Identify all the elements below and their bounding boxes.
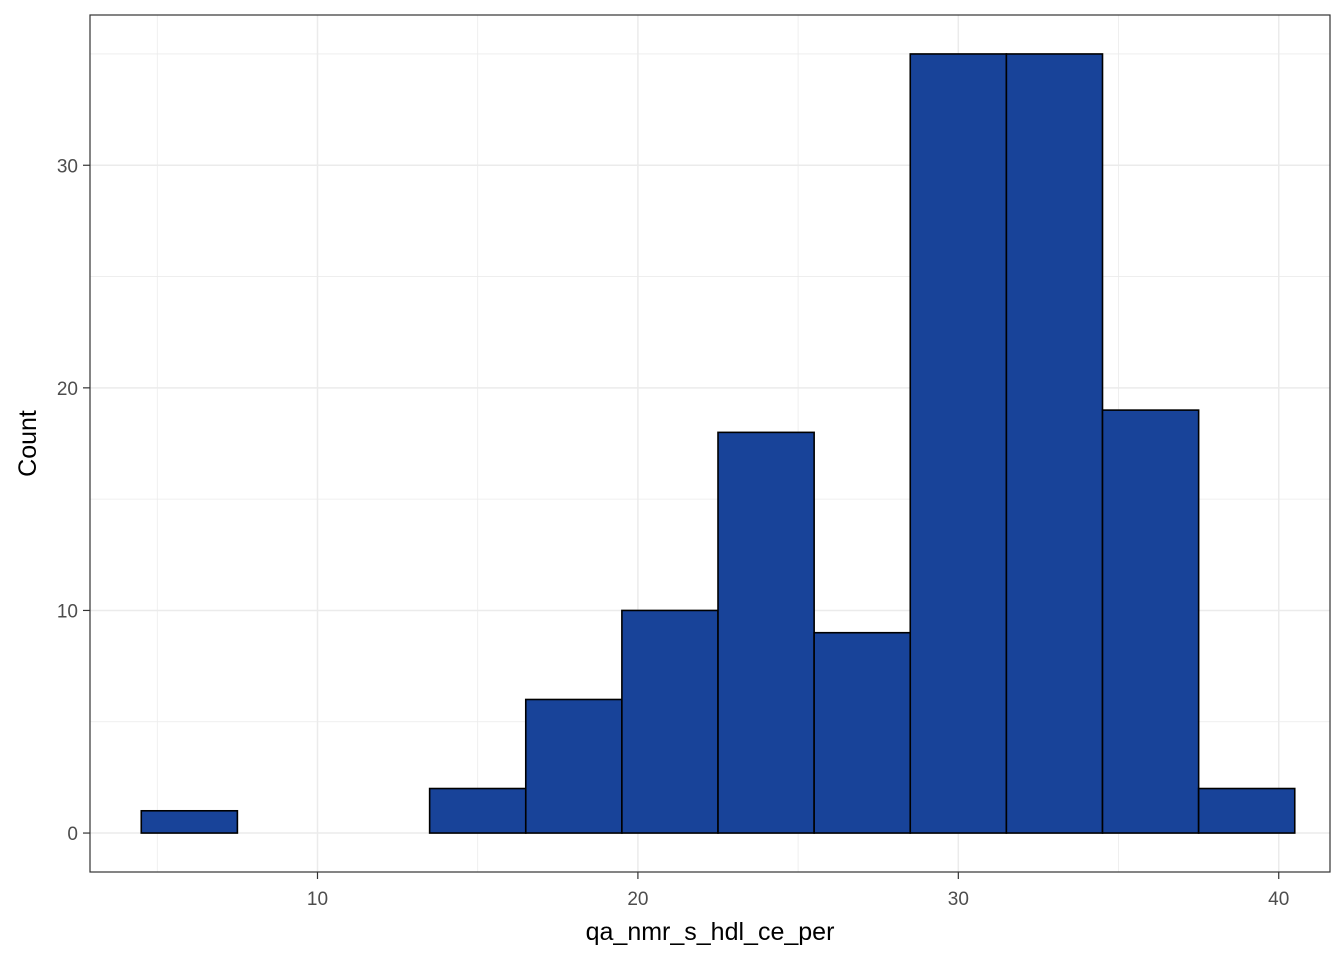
histogram-bar — [1005, 53, 1104, 834]
x-axis: 10 20 30 40 — [307, 872, 1289, 910]
histogram-bar — [621, 609, 719, 834]
y-tick-label: 30 — [57, 156, 78, 177]
histogram-bar — [524, 698, 623, 834]
histogram-bar — [717, 431, 815, 834]
histogram-bar — [140, 809, 239, 834]
y-tick-label: 0 — [67, 824, 78, 845]
histogram-bar — [428, 787, 527, 834]
y-tick-label: 10 — [57, 601, 78, 622]
x-tick-label: 10 — [307, 889, 328, 910]
histogram-bar — [1197, 787, 1296, 834]
histogram-bar — [909, 53, 1008, 834]
panel-border — [89, 14, 1331, 873]
x-tick-label: 40 — [1268, 889, 1289, 910]
x-tick-label: 20 — [627, 889, 648, 910]
y-axis: 0 10 20 30 — [57, 156, 90, 845]
x-tick-label: 30 — [948, 889, 969, 910]
y-axis-title: Count — [14, 410, 42, 477]
x-axis-title: qa_nmr_s_hdl_ce_per — [586, 918, 835, 946]
histogram-bars — [140, 53, 1296, 834]
y-tick-label: 20 — [57, 379, 78, 400]
histogram-bar — [1101, 409, 1200, 834]
histogram-bar — [813, 631, 912, 834]
